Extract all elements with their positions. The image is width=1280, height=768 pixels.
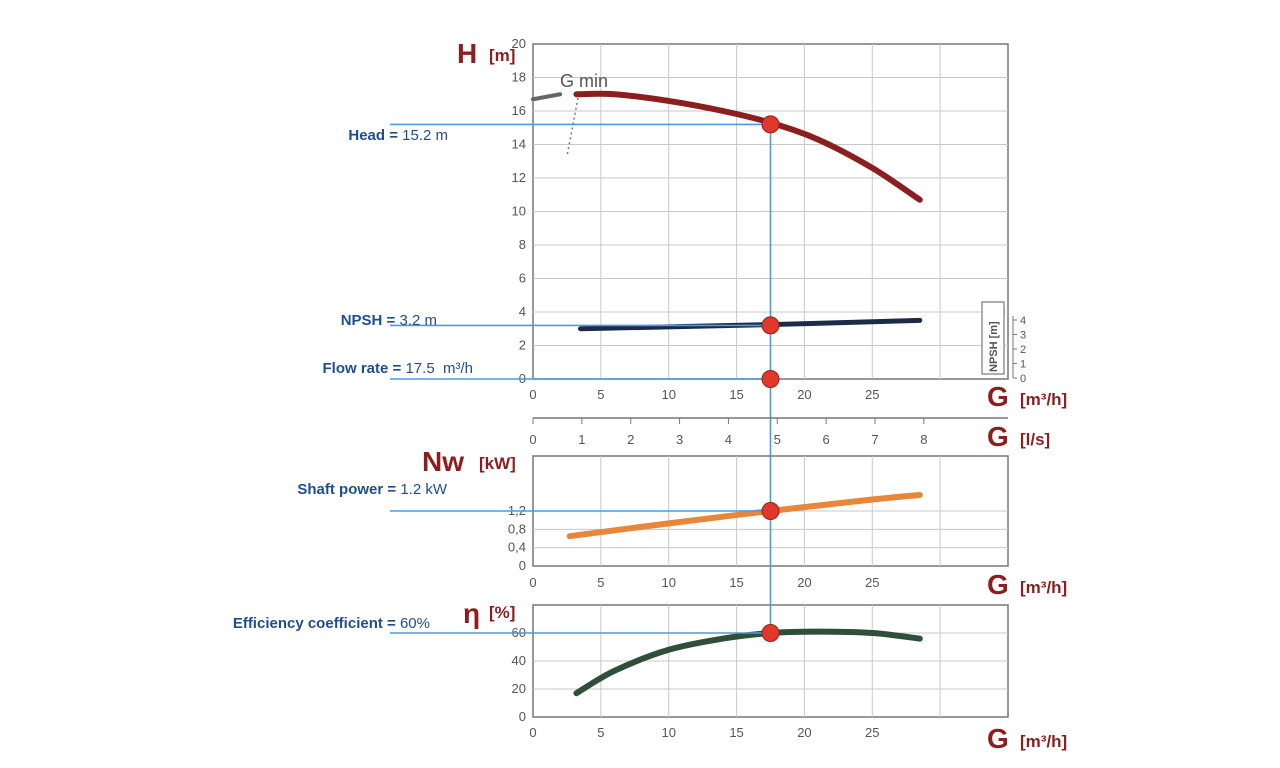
flow-axis-unit-1: [m³/h] [1020,390,1067,409]
flow-axis-symbol-3: G [987,723,1009,754]
power-x-tick-label: 25 [865,575,879,590]
flow-axis-unit-2: [m³/h] [1020,578,1067,597]
efficiency-x-tick-label: 5 [597,725,604,740]
flow-x-tick-label: 0 [529,387,536,402]
efficiency-operating-point-marker [761,624,780,642]
head-label: Head = 15.2 m [348,127,448,144]
power-x-tick-label: 10 [661,575,675,590]
power-x-tick-label: 20 [797,575,811,590]
power-axis-unit: [kW] [479,454,516,473]
head-axis-unit: [m] [489,46,515,65]
head-y-tick-label: 2 [519,338,526,353]
head-y-tick-label: 12 [512,170,526,185]
flow-label-value: 17.5 m³/h [405,360,473,377]
efficiency-y-tick-label: 20 [512,681,526,696]
efficiency-curve [573,628,923,697]
power-label-prefix: Shaft power = [297,481,396,498]
power-x-tick-label: 15 [729,575,743,590]
ls-x-tick-label: 2 [627,432,634,447]
head-y-tick-label: 8 [519,237,526,252]
power-label: Shaft power = 1.2 kW [297,481,447,498]
power-axis-symbol: Nw [422,446,464,477]
ls-x-tick-label: 5 [774,432,781,447]
head-operating-point-marker [761,115,780,134]
power-y-tick-label: 0,4 [508,540,526,555]
head-y-tick-label: 20 [512,36,526,51]
head-y-tick-label: 4 [519,304,526,319]
flow-label-prefix: Flow rate = [323,360,402,377]
efficiency-x-tick-label: 15 [729,725,743,740]
head-y-tick-label: 14 [512,137,526,152]
efficiency-label-value: 60% [400,615,430,632]
ls-x-tick-label: 7 [871,432,878,447]
head-label-value: 15.2 m [402,127,448,144]
npsh-operating-point-marker [761,316,780,335]
ls-x-tick-label: 4 [725,432,732,447]
npsh-secondary-tick-label: 1 [1020,359,1026,371]
flow-axis-symbol-1: G [987,381,1009,412]
flow-axis-symbol-2: G [987,569,1009,600]
flow-x-tick-label: 15 [729,387,743,402]
efficiency-axis-symbol: η [463,598,480,629]
head-y-tick-label: 6 [519,271,526,286]
npsh-secondary-tick-label: 2 [1020,344,1026,356]
efficiency-label-prefix: Efficiency coefficient = [233,615,396,632]
efficiency-y-tick-label: 0 [519,709,526,724]
head-axis-symbol: H [457,38,477,69]
npsh-label: NPSH = 3.2 m [341,312,437,329]
power-operating-point-marker [761,502,780,520]
gmin-curve-segment [531,92,563,102]
flow-ls-axis-unit: [l/s] [1020,430,1050,449]
flow-x-tick-label: 10 [661,387,675,402]
ls-x-tick-label: 3 [676,432,683,447]
power-y-tick-label: 0 [519,558,526,573]
flow-ls-axis-symbol: G [987,421,1009,452]
flow-axis-unit-3: [m³/h] [1020,732,1067,751]
npsh-label-value: 3.2 m [399,312,437,329]
npsh-axis-label: NPSH [m] [988,321,1000,372]
efficiency-x-tick-label: 10 [661,725,675,740]
gmin-label: G min [560,71,608,91]
flow-operating-point-marker [761,370,780,388]
grid-layer [533,44,1008,717]
head-y-tick-label: 10 [512,204,526,219]
flow-x-tick-label: 5 [597,387,604,402]
ls-x-tick-label: 8 [920,432,927,447]
flow-x-tick-label: 20 [797,387,811,402]
power-label-value: 1.2 kW [400,481,448,498]
efficiency-y-tick-label: 40 [512,653,526,668]
power-x-tick-label: 0 [529,575,536,590]
efficiency-x-tick-label: 0 [529,725,536,740]
power-y-tick-label: 0,8 [508,521,526,536]
ls-x-tick-label: 1 [578,432,585,447]
efficiency-x-tick-label: 25 [865,725,879,740]
ls-x-tick-label: 0 [529,432,536,447]
efficiency-axis-unit: [%] [489,603,515,622]
operating-point-markers [761,115,780,642]
npsh-secondary-tick-label: 0 [1020,373,1026,385]
head-y-tick-label: 16 [512,103,526,118]
head-label-prefix: Head = [348,127,398,144]
ls-x-tick-label: 6 [823,432,830,447]
head-y-tick-label: 18 [512,70,526,85]
npsh-secondary-tick-label: 3 [1020,330,1026,342]
flow-label: Flow rate = 17.5 m³/h [323,360,473,377]
npsh-secondary-tick-label: 4 [1020,315,1026,327]
efficiency-label: Efficiency coefficient = 60% [233,615,430,632]
power-x-tick-label: 5 [597,575,604,590]
npsh-label-prefix: NPSH = [341,312,396,329]
head-curve [573,90,923,203]
efficiency-x-tick-label: 20 [797,725,811,740]
npsh-axis-box [981,301,1005,375]
flow-x-tick-label: 25 [865,387,879,402]
